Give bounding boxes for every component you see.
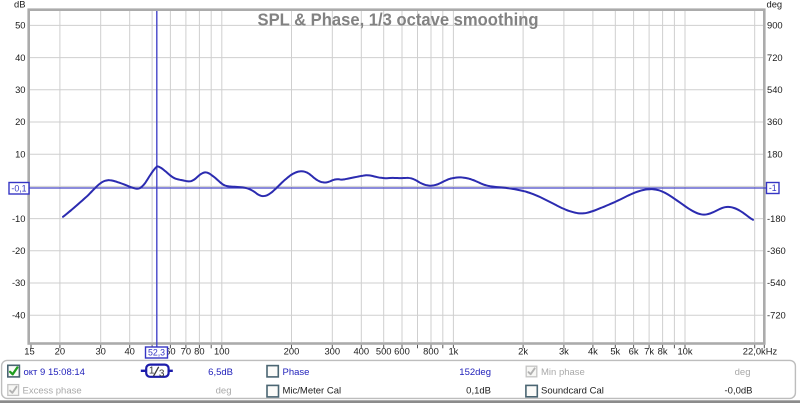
svg-text:deg: deg — [216, 385, 232, 396]
svg-text:7k: 7k — [644, 346, 654, 357]
svg-text:3k: 3k — [559, 346, 569, 357]
svg-text:2k: 2k — [518, 346, 528, 357]
svg-text:20: 20 — [15, 116, 25, 127]
svg-text:Mic/Meter Cal: Mic/Meter Cal — [283, 385, 342, 396]
svg-text:-40: -40 — [12, 309, 26, 320]
svg-text:-20: -20 — [12, 245, 26, 256]
svg-text:800: 800 — [423, 346, 439, 357]
svg-text:40: 40 — [124, 346, 134, 357]
svg-text:-0,1: -0,1 — [11, 183, 26, 193]
svg-text:-180: -180 — [767, 213, 786, 224]
svg-text:80: 80 — [194, 346, 204, 357]
svg-text:dB: dB — [14, 0, 25, 10]
svg-text:600: 600 — [394, 346, 410, 357]
svg-text:-10: -10 — [12, 213, 26, 224]
svg-text:3: 3 — [159, 369, 165, 380]
svg-text:1k: 1k — [448, 346, 458, 357]
svg-text:52,3: 52,3 — [148, 347, 165, 357]
svg-text:22,0kHz: 22,0kHz — [743, 346, 778, 357]
svg-text:30: 30 — [15, 84, 25, 95]
svg-text:Soundcard Cal: Soundcard Cal — [541, 385, 604, 396]
svg-text:-0,0dB: -0,0dB — [725, 385, 753, 396]
svg-text:4k: 4k — [588, 346, 598, 357]
svg-text:Phase: Phase — [283, 367, 310, 378]
svg-text:100: 100 — [214, 346, 230, 357]
svg-text:1: 1 — [149, 366, 155, 377]
svg-text:540: 540 — [767, 84, 783, 95]
svg-text:deg: deg — [767, 0, 783, 10]
svg-text:40: 40 — [15, 52, 25, 63]
svg-text:6,5dB: 6,5dB — [208, 367, 233, 378]
svg-text:0,1dB: 0,1dB — [466, 385, 491, 396]
svg-text:70: 70 — [181, 346, 191, 357]
svg-text:SPL & Phase, 1/3 octave smooth: SPL & Phase, 1/3 octave smoothing — [258, 10, 539, 30]
svg-text:20: 20 — [55, 346, 65, 357]
svg-text:720: 720 — [767, 52, 783, 63]
svg-text:200: 200 — [284, 346, 300, 357]
svg-text:10: 10 — [15, 148, 25, 159]
svg-text:6k: 6k — [629, 346, 639, 357]
svg-text:-1: -1 — [769, 183, 777, 193]
svg-text:-540: -540 — [767, 277, 786, 288]
svg-text:Min phase: Min phase — [541, 367, 585, 378]
svg-text:-720: -720 — [767, 309, 786, 320]
svg-text:50: 50 — [15, 20, 25, 31]
svg-text:152deg: 152deg — [459, 367, 491, 378]
svg-text:deg: deg — [735, 367, 751, 378]
svg-text:180: 180 — [767, 148, 783, 159]
svg-text:900: 900 — [767, 20, 783, 31]
svg-text:Excess phase: Excess phase — [23, 385, 82, 396]
svg-text:-360: -360 — [767, 245, 786, 256]
svg-text:-30: -30 — [12, 277, 26, 288]
svg-text:15: 15 — [24, 346, 34, 357]
svg-text:500: 500 — [376, 346, 392, 357]
svg-text:30: 30 — [95, 346, 105, 357]
svg-text:10k: 10k — [677, 346, 692, 357]
svg-text:окт 9 15:08:14: окт 9 15:08:14 — [24, 367, 85, 378]
svg-text:300: 300 — [324, 346, 340, 357]
svg-text:8k: 8k — [658, 346, 668, 357]
svg-text:60: 60 — [165, 346, 175, 357]
svg-text:5k: 5k — [610, 346, 620, 357]
svg-text:400: 400 — [353, 346, 369, 357]
svg-text:360: 360 — [767, 116, 783, 127]
